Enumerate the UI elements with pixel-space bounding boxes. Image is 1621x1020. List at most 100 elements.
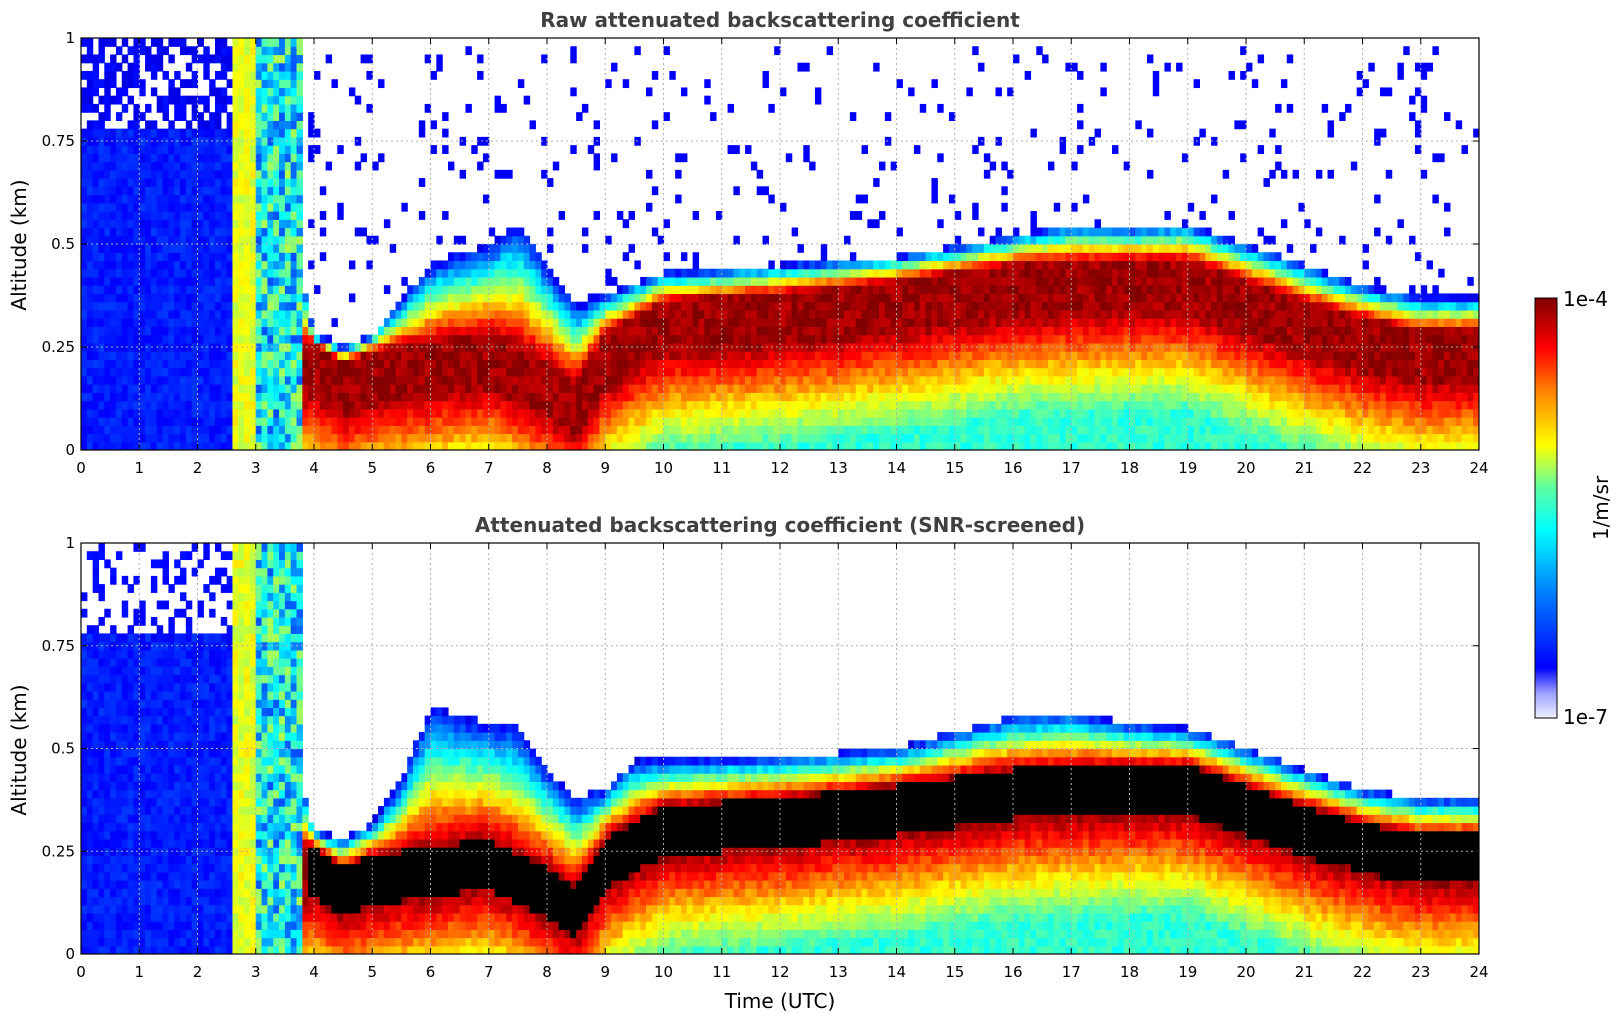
heatmap-cell	[232, 120, 239, 130]
heatmap-cell	[750, 309, 758, 319]
heatmap-cell	[162, 153, 169, 163]
heatmap-cell	[372, 384, 379, 393]
heatmap-cell	[750, 425, 758, 435]
heatmap-cell	[680, 425, 688, 435]
heatmap-cell	[704, 367, 711, 377]
heatmap-cell	[389, 326, 397, 336]
heatmap-cell	[849, 359, 857, 369]
heatmap-cell	[110, 54, 117, 64]
heatmap-cell	[98, 367, 105, 377]
heatmap-cell	[750, 161, 758, 171]
heatmap-cell	[948, 326, 956, 336]
heatmap-cell	[413, 408, 420, 418]
heatmap-cell	[657, 309, 665, 319]
heatmap-cell	[337, 375, 344, 385]
heatmap-cell	[1047, 276, 1055, 286]
heatmap-cell	[541, 268, 548, 278]
heatmap-cell	[651, 400, 659, 410]
heatmap-cell	[104, 351, 111, 360]
heatmap-cell	[261, 194, 268, 204]
heatmap-cell	[127, 293, 135, 303]
heatmap-cell	[978, 408, 985, 418]
heatmap-cell	[197, 95, 204, 105]
heatmap-cell	[296, 433, 303, 443]
heatmap-cell	[191, 309, 199, 319]
heatmap-cell	[220, 153, 228, 163]
heatmap-cell	[948, 408, 956, 418]
heatmap-cell	[849, 334, 857, 344]
heatmap-cell	[896, 285, 903, 295]
heatmap-cell	[780, 375, 787, 385]
heatmap-cell	[465, 408, 472, 418]
heatmap-cell	[960, 334, 967, 344]
heatmap-cell	[512, 235, 519, 245]
heatmap-cell	[488, 309, 496, 319]
heatmap-cell	[249, 384, 257, 393]
heatmap-cell	[191, 136, 199, 146]
heatmap-cell	[180, 202, 187, 212]
heatmap-cell	[110, 392, 117, 402]
heatmap-cell	[1077, 293, 1084, 303]
heatmap-cell	[587, 334, 595, 344]
heatmap-cell	[884, 441, 892, 450]
heatmap-cell	[1053, 351, 1061, 360]
heatmap-cell	[972, 342, 979, 352]
heatmap-cell	[710, 318, 717, 327]
heatmap-cell	[902, 260, 909, 270]
heatmap-cell	[477, 359, 484, 369]
heatmap-cell	[861, 359, 868, 369]
heatmap-cell	[389, 384, 397, 393]
heatmap-cell	[861, 408, 868, 418]
heatmap-cell	[552, 309, 560, 319]
heatmap-cell	[424, 417, 432, 426]
heatmap-cell	[482, 326, 490, 336]
heatmap-cell	[244, 46, 251, 56]
heatmap-cell	[413, 309, 420, 319]
heatmap-cell	[145, 219, 152, 229]
heatmap-cell	[879, 400, 886, 410]
heatmap-cell	[785, 417, 793, 426]
heatmap-cell	[710, 309, 717, 319]
heatmap-cell	[296, 301, 303, 311]
heatmap-cell	[762, 285, 769, 295]
heatmap-cell	[849, 351, 857, 360]
heatmap-cell	[908, 87, 915, 97]
heatmap-cell	[110, 161, 117, 171]
heatmap-cell	[86, 54, 94, 64]
heatmap-cell	[832, 417, 839, 426]
heatmap-cell	[1077, 326, 1084, 336]
heatmap-cell	[908, 441, 915, 450]
top-panel-title: Raw attenuated backscattering coefficien…	[540, 8, 1020, 32]
heatmap-cell	[273, 103, 280, 113]
heatmap-cell	[873, 219, 880, 229]
heatmap-cell	[809, 301, 816, 311]
heatmap-cell	[121, 417, 129, 426]
heatmap-cell	[1047, 252, 1055, 262]
heatmap-cell	[430, 367, 437, 377]
heatmap-cell	[1030, 326, 1037, 336]
heatmap-cell	[803, 359, 810, 369]
heatmap-cell	[983, 293, 991, 303]
heatmap-cell	[931, 408, 938, 418]
heatmap-cell	[284, 268, 292, 278]
heatmap-cell	[203, 202, 210, 212]
heatmap-cell	[92, 408, 100, 418]
heatmap-cell	[133, 178, 140, 187]
heatmap-cell	[418, 351, 426, 360]
heatmap-cell	[750, 433, 758, 443]
heatmap-cell	[156, 202, 164, 212]
heatmap-cell	[249, 235, 257, 245]
heatmap-cell	[733, 186, 740, 196]
heatmap-cell	[861, 367, 868, 377]
heatmap-cell	[255, 433, 263, 443]
heatmap-cell	[465, 46, 472, 56]
heatmap-cell	[680, 342, 688, 352]
heatmap-cell	[185, 334, 193, 344]
heatmap-cell	[139, 384, 146, 393]
heatmap-cell	[261, 400, 268, 410]
heatmap-cell	[547, 384, 554, 393]
heatmap-cell	[127, 392, 135, 402]
heatmap-cell	[110, 244, 117, 253]
heatmap-cell	[622, 400, 630, 410]
